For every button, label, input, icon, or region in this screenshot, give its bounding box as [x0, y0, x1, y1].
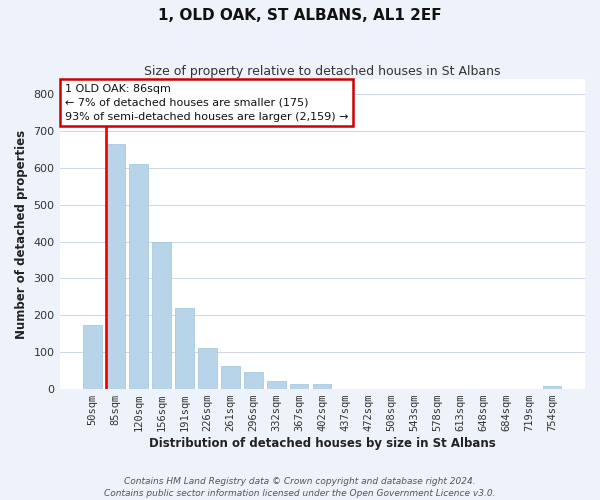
Bar	[543, 386, 561, 389]
Text: 1, OLD OAK, ST ALBANS, AL1 2EF: 1, OLD OAK, ST ALBANS, AL1 2EF	[158, 8, 442, 22]
Bar	[290, 384, 308, 389]
Title: Size of property relative to detached houses in St Albans: Size of property relative to detached ho…	[144, 65, 500, 78]
X-axis label: Distribution of detached houses by size in St Albans: Distribution of detached houses by size …	[149, 437, 496, 450]
Bar	[221, 366, 239, 389]
Bar	[106, 144, 125, 389]
Bar	[198, 348, 217, 389]
Bar	[313, 384, 331, 389]
Bar	[152, 242, 170, 389]
Text: Contains HM Land Registry data © Crown copyright and database right 2024.
Contai: Contains HM Land Registry data © Crown c…	[104, 476, 496, 498]
Bar	[244, 372, 263, 389]
Bar	[130, 164, 148, 389]
Bar	[267, 381, 286, 389]
Bar	[83, 324, 102, 389]
Bar	[175, 308, 194, 389]
Text: 1 OLD OAK: 86sqm
← 7% of detached houses are smaller (175)
93% of semi-detached : 1 OLD OAK: 86sqm ← 7% of detached houses…	[65, 84, 348, 122]
Y-axis label: Number of detached properties: Number of detached properties	[15, 130, 28, 338]
